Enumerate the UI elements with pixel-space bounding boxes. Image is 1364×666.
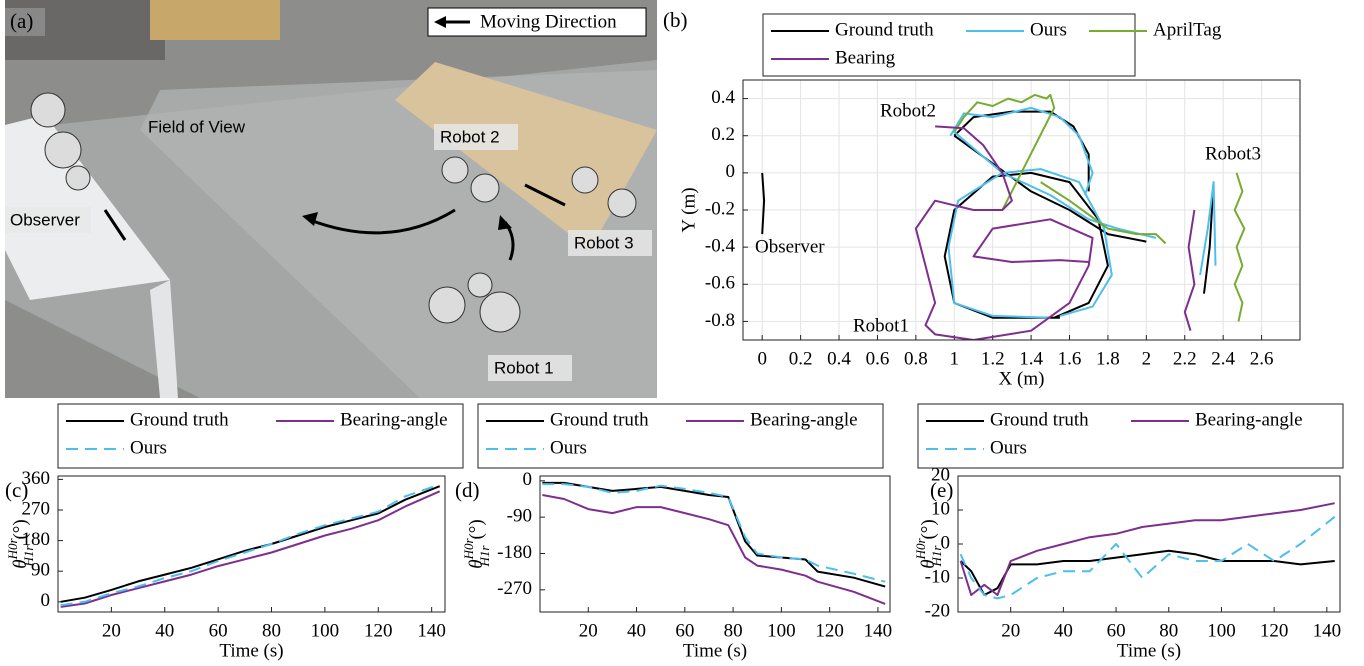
- photo-label: Robot 1: [494, 358, 554, 377]
- x-tick-label: 40: [1054, 620, 1073, 641]
- x-tick-label: 80: [724, 620, 743, 641]
- page: (a) Moving Direction Field of View Robot…: [0, 0, 1364, 666]
- annotation: Robot1: [853, 315, 909, 336]
- crate: [150, 0, 280, 40]
- x-tick-label: 2.6: [1250, 348, 1274, 369]
- x-tick-label: 100: [1207, 620, 1236, 641]
- photo-label: Robot 2: [440, 127, 500, 146]
- photo: (a) Moving Direction Field of View Robot…: [5, 0, 657, 398]
- panel-label: (d): [455, 478, 480, 502]
- x-tick-label: 0.4: [827, 348, 851, 369]
- x-tick-label: 1.8: [1096, 348, 1120, 369]
- x-tick-label: 0: [757, 348, 767, 369]
- legend-label: Ground truth: [990, 409, 1089, 430]
- x-tick-label: 100: [311, 620, 340, 641]
- panel-label: (e): [930, 478, 953, 502]
- x-tick-label: 2: [1142, 348, 1152, 369]
- x-tick-label: 120: [815, 620, 844, 641]
- legend-label: Bearing-angle: [750, 409, 858, 430]
- legend-label: Bearing-angle: [340, 409, 448, 430]
- legend-label: Ground truth: [130, 409, 229, 430]
- y-label-unit: (°): [918, 519, 939, 539]
- x-tick-label: 0.6: [866, 348, 890, 369]
- photo-label: Field of View: [148, 117, 246, 136]
- y-tick-label: -0.4: [705, 236, 736, 257]
- photo-legend: Moving Direction: [480, 11, 617, 32]
- x-tick-label: 60: [675, 620, 694, 641]
- legend-label: Ground truth: [550, 409, 649, 430]
- x-tick-label: 2.4: [1211, 348, 1235, 369]
- y-axis-label: θH0rH1r(°): [913, 519, 944, 569]
- y-tick-label: 0.2: [711, 124, 735, 145]
- y-label-unit: (°): [466, 519, 487, 539]
- y-label-sub: H1r: [929, 545, 944, 568]
- x-tick-label: 140: [417, 620, 446, 641]
- x-axis-label: Time (s): [683, 640, 747, 661]
- y-axis-label: Y (m): [678, 187, 699, 232]
- x-tick-label: 1.4: [1019, 348, 1043, 369]
- photo-label: Robot 3: [574, 233, 634, 252]
- x-tick-label: 1.6: [1058, 348, 1082, 369]
- x-tick-label: 60: [1107, 620, 1126, 641]
- y-label-sub: H1r: [477, 545, 492, 568]
- annotation: Observer: [755, 236, 825, 257]
- x-tick-label: 140: [1313, 620, 1342, 641]
- y-tick-label: 0: [41, 590, 51, 611]
- y-axis-label: θH0rH1r(°): [461, 519, 492, 569]
- y-tick-label: 0.4: [711, 87, 735, 108]
- figure: (a) Moving Direction Field of View Robot…: [0, 0, 1364, 666]
- x-tick-label: 20: [1001, 620, 1020, 641]
- legend-label: Ours: [550, 437, 587, 458]
- x-tick-label: 1: [950, 348, 960, 369]
- panel-label: (a): [10, 9, 33, 33]
- legend-label: Ours: [990, 437, 1027, 458]
- legend-label: Bearing-angle: [1195, 409, 1303, 430]
- x-axis-label: Time (s): [1117, 640, 1181, 661]
- y-label-sup: H0r: [913, 538, 928, 561]
- legend-label: Bearing: [835, 47, 896, 68]
- legend-box: [763, 14, 1135, 76]
- x-tick-label: 100: [767, 620, 796, 641]
- x-tick-label: 120: [364, 620, 393, 641]
- x-tick-label: 2.2: [1173, 348, 1197, 369]
- annotation: Robot3: [1205, 143, 1261, 164]
- y-tick-label: -0.8: [705, 310, 735, 331]
- x-tick-label: 80: [1159, 620, 1178, 641]
- x-axis-label: Time (s): [219, 640, 283, 661]
- x-axis-label: X (m): [999, 368, 1045, 389]
- y-tick-label: -20: [925, 600, 950, 621]
- y-tick-label: -270: [497, 578, 532, 599]
- y-label-sup: H0r: [461, 538, 476, 561]
- y-tick-label: -90: [507, 506, 532, 527]
- y-label-unit: (°): [10, 519, 31, 539]
- x-tick-label: 20: [579, 620, 598, 641]
- panel-label: (c): [5, 478, 28, 502]
- x-tick-label: 140: [864, 620, 893, 641]
- legend-label: AprilTag: [1153, 19, 1222, 40]
- x-tick-label: 60: [209, 620, 228, 641]
- legend-label: Ground truth: [835, 19, 934, 40]
- photo-label: Observer: [10, 210, 80, 229]
- y-tick-label: -0.2: [705, 198, 735, 219]
- y-label-sup: H0r: [5, 538, 20, 561]
- x-tick-label: 20: [102, 620, 121, 641]
- y-label-sub: H1r: [21, 545, 36, 568]
- x-tick-label: 40: [155, 620, 174, 641]
- panel-label: (b): [663, 8, 688, 32]
- y-tick-label: -180: [497, 542, 532, 563]
- x-tick-label: 0.8: [904, 348, 928, 369]
- x-tick-label: 0.2: [789, 348, 813, 369]
- x-tick-label: 1.2: [981, 348, 1005, 369]
- legend-label: Ours: [130, 437, 167, 458]
- x-tick-label: 80: [262, 620, 281, 641]
- legend-label: Ours: [1030, 19, 1067, 40]
- y-tick-label: 0: [726, 161, 736, 182]
- x-tick-label: 40: [627, 620, 646, 641]
- annotation: Robot2: [880, 100, 936, 121]
- x-tick-label: 120: [1260, 620, 1289, 641]
- y-tick-label: 0: [523, 469, 533, 490]
- y-tick-label: -0.6: [705, 273, 735, 294]
